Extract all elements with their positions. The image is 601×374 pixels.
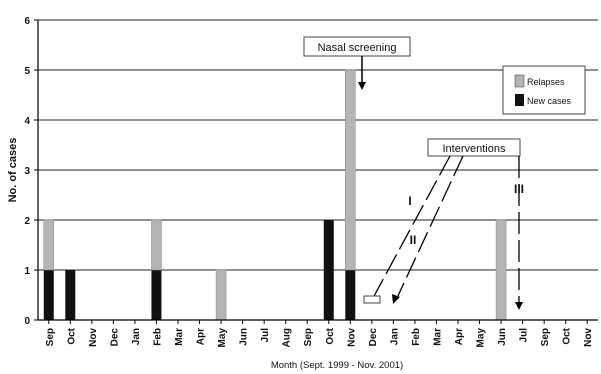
x-tick-label: Jul [260, 328, 271, 343]
bar-new-cases [65, 270, 76, 320]
y-tick-labels: 0 1 2 3 4 5 6 [24, 16, 38, 327]
legend-label-relapses: Relapses [527, 77, 565, 87]
y-tick-label: 4 [24, 116, 30, 127]
y-tick-label: 2 [24, 216, 30, 227]
annotation-interventions: Interventions I II III [363, 138, 524, 310]
x-tick-label: Sep [45, 328, 56, 346]
x-tick-label: Feb [152, 328, 163, 346]
x-tick-label: Mar [174, 328, 185, 346]
x-tick-label: Apr [454, 328, 465, 345]
x-tick-label: Dec [109, 328, 120, 347]
x-tick-label: May [217, 328, 228, 348]
x-tick-label: Sep [540, 328, 551, 346]
y-tick-label: 1 [24, 266, 30, 277]
intervention-marker-box [363, 295, 381, 304]
intervention-label-3: III [514, 182, 524, 196]
x-tick-label: Jun [497, 328, 508, 346]
x-axis-label: Month (Sept. 1999 - Nov. 2001) [271, 360, 403, 371]
bars [43, 69, 507, 321]
x-tick-label: Jan [131, 328, 142, 345]
intervention-label-2: II [410, 233, 417, 247]
x-tick-label: Sep [303, 328, 314, 346]
x-tick-label: Oct [66, 327, 77, 344]
x-tick-label: Dec [368, 328, 379, 347]
x-tick-label: Mar [432, 328, 443, 346]
bar-new-cases [345, 270, 356, 320]
x-tick-label: Apr [196, 328, 207, 345]
x-tick-label: Nov [583, 328, 594, 347]
y-tick-label: 3 [24, 166, 30, 177]
x-tick-label: Oct [325, 327, 336, 344]
intervention-label-1: I [408, 194, 411, 208]
bar-relapses [215, 269, 227, 321]
x-tick-label: Nov [346, 328, 357, 347]
legend-swatch-new-cases [515, 94, 524, 106]
legend-swatch-relapses [514, 74, 525, 88]
x-tick-label: Feb [411, 328, 422, 346]
bar-relapses [345, 69, 356, 271]
bar-relapses [151, 219, 162, 271]
y-tick-label: 5 [24, 66, 30, 77]
x-tick-labels: Sep Oct Nov Dec Jan Feb Mar Apr May Jun Jul Aug Sep O… [45, 320, 594, 347]
annotation-interventions-text: Interventions [443, 143, 506, 155]
legend-label-new-cases: New cases [527, 96, 572, 106]
y-axis-label: No. of cases [7, 138, 19, 203]
x-tick-label: May [476, 328, 487, 348]
x-tick-label: Jan [389, 328, 400, 345]
x-tick-label: Jun [239, 328, 250, 346]
x-tick-label: Nov [88, 328, 99, 347]
bar-new-cases [43, 270, 54, 320]
x-tick-label: Oct [562, 327, 573, 344]
bar-new-cases [151, 270, 162, 320]
bar-relapses [43, 219, 55, 271]
bar-new-cases [323, 220, 334, 320]
bar-relapses [495, 219, 507, 321]
legend: Relapses New cases [502, 65, 586, 115]
y-tick-label: 0 [24, 316, 30, 327]
x-tick-label: Aug [282, 328, 293, 347]
x-tick-label: Jul [519, 328, 530, 343]
y-tick-label: 6 [24, 16, 30, 27]
annotation-nasal-screening-text: Nasal screening [318, 42, 397, 54]
annotation-nasal-screening: Nasal screening [303, 36, 411, 90]
